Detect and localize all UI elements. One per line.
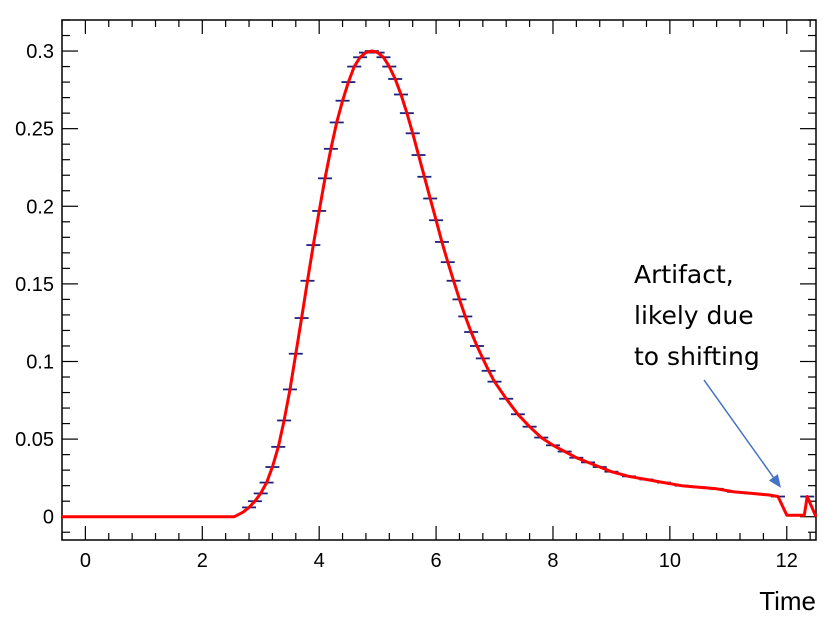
plot-frame (61, 19, 817, 541)
x-tick-label: 8 (547, 550, 558, 572)
y-tick-label: 0.3 (26, 41, 54, 63)
y-tick-label: 0.1 (26, 351, 54, 373)
x-tick-label: 10 (659, 550, 681, 572)
x-tick-label: 12 (776, 550, 798, 572)
x-axis-ticks: 0 2 4 6 8 10 12 (61, 20, 811, 572)
y-tick-label: 0.15 (15, 274, 54, 296)
annotation-arrow (703, 379, 774, 478)
x-tick-label: 0 (80, 550, 91, 572)
y-tick-label: 0.25 (15, 119, 54, 141)
artifact-annotation: Artifact, likely due to shifting (634, 260, 781, 488)
annotation-line-1: Artifact, (634, 260, 734, 289)
series-line (62, 49, 818, 519)
annotation-arrowhead (768, 474, 781, 488)
x-tick-label: 6 (431, 550, 442, 572)
x-tick-label: 2 (197, 550, 208, 572)
y-tick-label: 0.2 (26, 196, 54, 218)
x-axis-title: Time (759, 586, 816, 616)
x-tick-label: 4 (314, 550, 325, 572)
annotation-line-3: to shifting (634, 342, 760, 371)
y-tick-label: 0.05 (15, 429, 54, 451)
annotation-line-2: likely due (634, 301, 754, 330)
y-axis-ticks: 0 0.05 0.1 0.15 0.2 0.25 0.3 (15, 19, 816, 533)
y-tick-label: 0 (43, 507, 54, 529)
